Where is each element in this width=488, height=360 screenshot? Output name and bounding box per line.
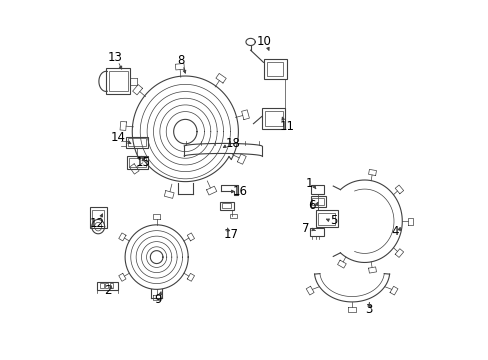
Text: 13: 13 (107, 51, 122, 64)
Bar (317, 213, 335, 225)
Text: 4: 4 (390, 225, 398, 238)
Bar (266, 62, 282, 76)
Bar (263, 59, 286, 79)
Bar (89, 207, 106, 228)
Text: 9: 9 (154, 293, 161, 306)
Text: 10: 10 (256, 35, 271, 49)
Bar (127, 156, 148, 169)
Bar (105, 283, 108, 288)
Text: 18: 18 (225, 137, 240, 150)
Bar (316, 211, 337, 226)
Bar (230, 214, 236, 218)
Text: 17: 17 (223, 228, 238, 241)
Bar (220, 202, 233, 210)
Bar (261, 108, 285, 129)
Text: 16: 16 (232, 185, 247, 198)
Bar (265, 111, 282, 126)
Bar (100, 283, 103, 288)
Text: 14: 14 (111, 131, 125, 144)
Bar (310, 185, 324, 194)
Bar (129, 158, 145, 167)
Text: 1: 1 (305, 177, 312, 190)
Bar (106, 68, 130, 94)
Bar (126, 137, 147, 148)
Text: 8: 8 (177, 54, 184, 67)
Text: 5: 5 (329, 214, 336, 227)
Bar (92, 210, 104, 226)
Text: 15: 15 (136, 156, 150, 169)
Text: 3: 3 (365, 303, 372, 316)
Text: 11: 11 (279, 121, 294, 134)
Text: 2: 2 (103, 284, 111, 297)
Text: 6: 6 (307, 199, 315, 212)
Bar (312, 198, 323, 206)
Text: 7: 7 (302, 222, 309, 235)
Bar (97, 282, 117, 290)
Bar (309, 228, 324, 235)
Bar (109, 283, 113, 288)
Bar (109, 71, 127, 91)
Bar (222, 203, 231, 208)
Bar (310, 196, 325, 207)
Bar (128, 138, 145, 146)
Text: 12: 12 (89, 217, 104, 230)
